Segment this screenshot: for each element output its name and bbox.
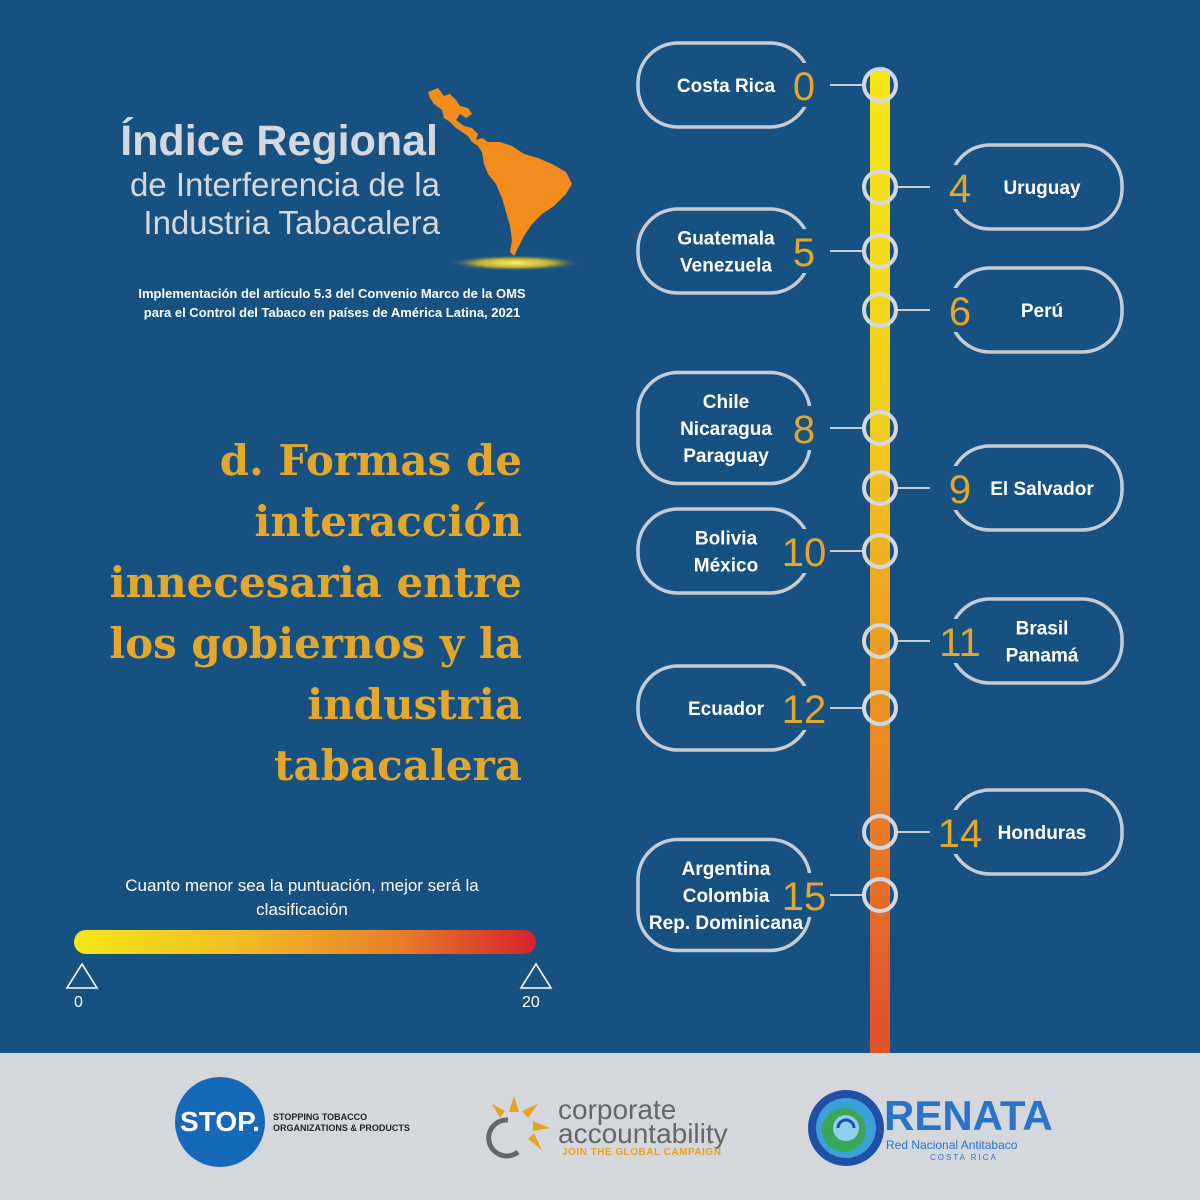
score-label: 0 [793, 65, 815, 109]
timeline-marker [862, 470, 898, 506]
country-name: Colombia [683, 886, 770, 907]
score-label: 14 [938, 812, 983, 856]
ca-logo-line-2: accountability [558, 1118, 728, 1149]
score-backdrop [782, 686, 826, 730]
timeline-marker [862, 233, 898, 269]
renata-logo-line-1: Red Nacional Antitabaco [886, 1138, 1018, 1152]
country-name: Guatemala [677, 229, 775, 250]
timeline-item: 15 Argentina Colombia Rep. Dominicana [636, 837, 898, 953]
country-name: Ecuador [688, 699, 765, 720]
score-label: 11 [939, 621, 981, 665]
score-backdrop [938, 810, 982, 854]
renata-logo-name: RENATA [884, 1092, 1053, 1139]
score-label: 10 [782, 531, 827, 575]
score-backdrop [782, 873, 826, 917]
section-heading: d. Formas de interacción innecesaria ent… [40, 430, 522, 796]
country-name: Panamá [1006, 646, 1079, 667]
scale-max-label: 20 [522, 994, 540, 1011]
country-name: Paraguay [683, 446, 769, 467]
sun-icon [486, 1096, 550, 1159]
country-name: Chile [703, 392, 749, 413]
heading-line: industria [307, 680, 522, 729]
country-name: Brasil [1016, 619, 1069, 640]
score-label: 9 [949, 468, 971, 512]
country-box [636, 207, 812, 295]
timeline-marker [862, 877, 898, 913]
stop-logo-line: ORGANIZATIONS & PRODUCTS [273, 1123, 410, 1133]
heading-line: los gobiernos y la [109, 619, 522, 668]
score-backdrop [791, 229, 817, 273]
timeline-marker [862, 410, 898, 446]
timeline-item: 11 Brasil Panamá [862, 597, 1124, 685]
country-name: Perú [1021, 301, 1063, 322]
timeline-marker [862, 690, 898, 726]
timeline-item: 4 Uruguay [862, 143, 1124, 231]
country-name: Uruguay [1003, 178, 1081, 199]
score-backdrop [791, 406, 817, 450]
score-label: 8 [793, 408, 815, 452]
score-backdrop [791, 63, 817, 107]
score-backdrop [782, 529, 826, 573]
stop-logo-line: STOPPING TOBACCO [273, 1112, 368, 1122]
ca-logo-line-1: corporate [558, 1094, 677, 1125]
heading-line: d. Formas de [219, 436, 522, 485]
renata-swirl-icon [808, 1090, 884, 1166]
timeline-item: 10 Bolivia México [636, 507, 898, 595]
heading-line: innecesaria entre [109, 558, 522, 607]
scale-max-triangle-icon [519, 962, 553, 989]
timeline-marker [862, 623, 898, 659]
renata-logo-line-2: COSTA RICA [930, 1153, 998, 1162]
score-label: 12 [782, 688, 827, 732]
timeline-item: 12 Ecuador [636, 664, 898, 752]
subtitle-line-1: Implementación del artículo 5.3 del Conv… [138, 286, 526, 301]
timeline-item: 5 Guatemala Venezuela [636, 207, 898, 295]
timeline-marker [862, 533, 898, 569]
heading-line: interacción [254, 497, 522, 546]
timeline-marker [862, 67, 898, 103]
score-timeline: 0 Costa Rica 4 Uruguay 5 Guatemala Venezuela 6 P… [636, 41, 1124, 1053]
scale-min-triangle-icon [65, 962, 99, 989]
country-name: México [694, 556, 758, 577]
score-gradient-bar [74, 930, 536, 954]
timeline-spine [870, 70, 890, 1053]
country-name: Nicaragua [680, 419, 772, 440]
timeline-item: 14 Honduras [862, 788, 1124, 876]
timeline-item: 8 Chile Nicaragua Paraguay [636, 370, 898, 486]
country-name: Bolivia [695, 529, 758, 550]
scale-note: Cuanto menor sea la puntuación, mejor se… [125, 876, 479, 919]
timeline-marker [862, 292, 898, 328]
heading-line: tabacalera [273, 741, 522, 790]
stop-logo: STOP. [175, 1077, 265, 1167]
country-name: Argentina [682, 859, 771, 880]
scale-min-label: 0 [74, 994, 83, 1011]
timeline-item: 9 El Salvador [862, 444, 1124, 532]
timeline-item: 6 Perú [862, 266, 1124, 354]
timeline-marker [862, 169, 898, 205]
country-name: Costa Rica [677, 76, 776, 97]
score-backdrop [947, 165, 973, 209]
score-backdrop [947, 288, 973, 332]
title-line-2: de Interferencia de la [129, 166, 440, 203]
country-name: Honduras [998, 823, 1087, 844]
score-label: 5 [793, 231, 815, 275]
score-backdrop [938, 619, 982, 663]
ca-tagline: JOIN THE GLOBAL CAMPAIGN [562, 1147, 722, 1158]
stop-logo-text: STOPPING TOBACCO ORGANIZATIONS & PRODUCT… [273, 1112, 453, 1134]
score-label: 4 [949, 167, 971, 211]
title-line-1: Índice Regional [120, 117, 438, 165]
country-name: El Salvador [990, 479, 1094, 500]
score-backdrop [947, 466, 973, 510]
timeline-marker [862, 814, 898, 850]
title-line-3: Industria Tabacalera [143, 204, 440, 241]
latin-america-map-icon [428, 88, 583, 271]
subtitle: Implementación del artículo 5.3 del Conv… [100, 284, 564, 322]
country-name: Venezuela [680, 256, 772, 277]
timeline-item: 0 Costa Rica [636, 41, 898, 129]
subtitle-line-2: para el Control del Tabaco en países de … [143, 305, 521, 320]
country-name: Rep. Dominicana [649, 913, 804, 934]
score-label: 15 [782, 875, 827, 919]
score-label: 6 [949, 290, 971, 334]
